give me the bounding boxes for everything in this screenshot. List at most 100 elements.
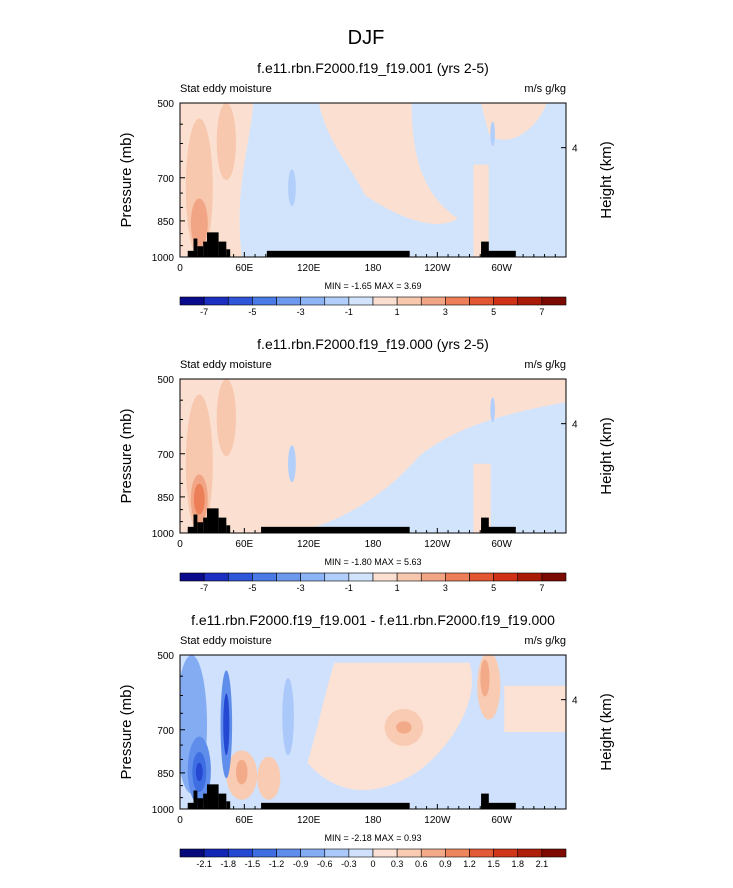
colorbar-box bbox=[517, 572, 543, 582]
y-tick-label: 1000 bbox=[152, 805, 175, 816]
y-tick-label: 1000 bbox=[152, 253, 175, 264]
colorbar-box bbox=[372, 296, 398, 306]
contour-field bbox=[180, 103, 566, 257]
topography-block bbox=[207, 232, 219, 257]
colorbar-box bbox=[324, 848, 350, 858]
field-positive bbox=[396, 721, 412, 734]
colorbar-tick-label: -7 bbox=[200, 583, 208, 593]
topography-block bbox=[481, 517, 489, 533]
colorbar-box bbox=[469, 572, 494, 582]
x-tick-label: 120E bbox=[297, 815, 321, 826]
colorbar-tick-label: 1.2 bbox=[463, 859, 476, 869]
field-positive bbox=[481, 103, 547, 140]
x-tick-label: 120E bbox=[297, 539, 321, 550]
colorbar-box bbox=[420, 296, 446, 306]
colorbar-tick-label: -0.3 bbox=[341, 859, 357, 869]
topography-block bbox=[193, 514, 198, 533]
field-negative bbox=[288, 169, 296, 207]
colorbar-box bbox=[179, 296, 205, 306]
topography-block bbox=[193, 238, 198, 257]
y-tick-label: 1000 bbox=[152, 529, 175, 540]
topography-block bbox=[207, 508, 219, 533]
colorbar-box bbox=[227, 848, 253, 858]
field-negative bbox=[195, 762, 203, 782]
topography-block bbox=[218, 793, 227, 809]
topography-block bbox=[197, 522, 204, 533]
x-tick-label: 0 bbox=[177, 263, 183, 274]
colorbar-box bbox=[348, 848, 374, 858]
panel-3: f.e11.rbn.F2000.f19_f19.001 - f.e11.rbn.… bbox=[118, 612, 615, 869]
topography-block bbox=[266, 250, 410, 257]
colorbar-box bbox=[396, 848, 422, 858]
panel-left-label: Stat eddy moisture bbox=[180, 635, 272, 647]
colorbar-box bbox=[179, 572, 205, 582]
colorbar-box bbox=[469, 848, 494, 858]
field-negative bbox=[490, 121, 495, 147]
contour-field bbox=[180, 379, 566, 533]
y-axis-label: Pressure (mb) bbox=[118, 408, 135, 503]
x-tick-label: 0 bbox=[177, 539, 183, 550]
x-tick-label: 60E bbox=[235, 539, 253, 550]
colorbar-box bbox=[276, 848, 301, 858]
colorbar-box bbox=[348, 296, 374, 306]
topography-block bbox=[203, 793, 208, 809]
panel-2: f.e11.rbn.F2000.f19_f19.000 (yrs 2-5) Sta… bbox=[118, 336, 615, 593]
colorbar-box bbox=[324, 572, 350, 582]
field-positive bbox=[235, 759, 248, 785]
colorbar-tick-label: 5 bbox=[491, 583, 496, 593]
colorbar-box bbox=[276, 296, 301, 306]
colorbar-tick-label: 0 bbox=[370, 859, 375, 869]
colorbar-box bbox=[227, 572, 253, 582]
topography-block bbox=[203, 517, 208, 533]
colorbar-box bbox=[493, 848, 519, 858]
field-negative bbox=[223, 693, 230, 756]
panel-right-label: m/s g/kg bbox=[524, 359, 566, 371]
colorbar-tick-label: -1 bbox=[345, 583, 353, 593]
colorbar-tick-label: 3 bbox=[443, 307, 448, 317]
panels: f.e11.rbn.F2000.f19_f19.001 (yrs 2-5) Sta… bbox=[118, 60, 615, 869]
colorbar-box bbox=[324, 296, 350, 306]
x-tick-label: 120E bbox=[297, 263, 321, 274]
x-tick-label: 120W bbox=[424, 263, 451, 274]
colorbar-box bbox=[203, 296, 229, 306]
topography-block bbox=[218, 517, 227, 533]
field-positive bbox=[480, 659, 490, 697]
colorbar-tick-label: -1.2 bbox=[269, 859, 285, 869]
colorbar-box bbox=[348, 572, 374, 582]
colorbar-box bbox=[276, 572, 301, 582]
colorbar-tick-label: 2.1 bbox=[536, 859, 549, 869]
y-axis-label: Pressure (mb) bbox=[118, 684, 135, 779]
colorbar-tick-label: -3 bbox=[297, 307, 305, 317]
topography bbox=[187, 508, 516, 533]
colorbar-box bbox=[493, 296, 519, 306]
panel-1: f.e11.rbn.F2000.f19_f19.001 (yrs 2-5) Sta… bbox=[118, 60, 615, 317]
colorbar-box bbox=[445, 848, 470, 858]
colorbar-box bbox=[445, 296, 470, 306]
colorbar-tick-label: 1.8 bbox=[511, 859, 524, 869]
min-max-stats: MIN = -1.65 MAX = 3.69 bbox=[324, 281, 421, 291]
topography-block bbox=[187, 526, 194, 533]
colorbar-box bbox=[469, 296, 494, 306]
panel-title: f.e11.rbn.F2000.f19_f19.000 (yrs 2-5) bbox=[257, 336, 489, 352]
height-tick-label: 4 bbox=[572, 420, 578, 431]
colorbar-box bbox=[252, 848, 277, 858]
x-tick-label: 60E bbox=[235, 263, 253, 274]
panel-left-label: Stat eddy moisture bbox=[180, 83, 272, 95]
topography-block bbox=[197, 798, 204, 809]
topography-block bbox=[218, 241, 227, 257]
colorbar-tick-label: -5 bbox=[248, 583, 256, 593]
x-tick-label: 120W bbox=[424, 539, 451, 550]
panel-left-label: Stat eddy moisture bbox=[180, 359, 272, 371]
colorbar: -2.1 -1.8 -1.5 -1.2 -0.9 -0.6 -0.3 0 0.3 0.6 0.9 1.… bbox=[179, 848, 567, 869]
colorbar-box bbox=[517, 848, 543, 858]
colorbar-box bbox=[372, 848, 398, 858]
colorbar-box bbox=[493, 572, 519, 582]
colorbar-tick-label: 1.5 bbox=[487, 859, 500, 869]
field-positive bbox=[257, 756, 281, 800]
y-tick-label: 850 bbox=[157, 217, 174, 228]
colorbar-box bbox=[541, 572, 567, 582]
height-tick-label: 4 bbox=[572, 696, 578, 707]
y-tick-label: 850 bbox=[157, 769, 174, 780]
y-axis-label: Pressure (mb) bbox=[118, 132, 135, 227]
